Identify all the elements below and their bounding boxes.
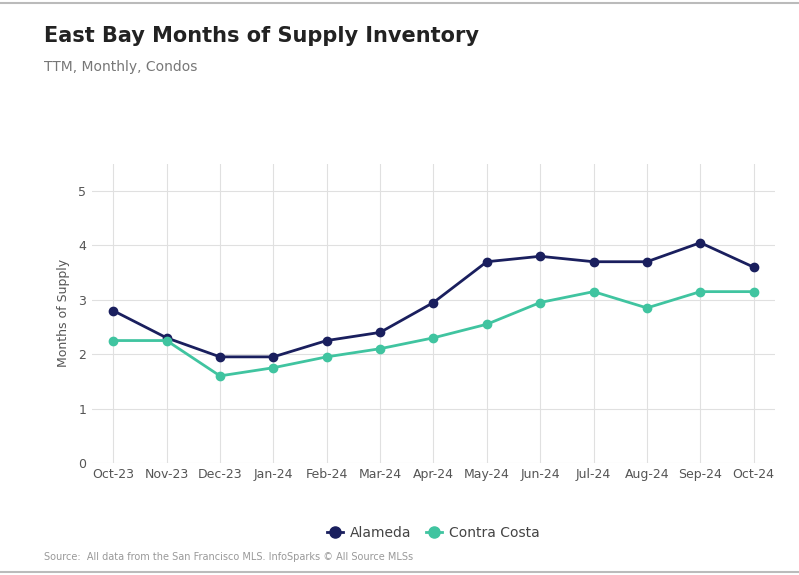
Legend: Alameda, Contra Costa: Alameda, Contra Costa xyxy=(321,520,546,546)
Text: Source:  All data from the San Francisco MLS. InfoSparks © All Source MLSs: Source: All data from the San Francisco … xyxy=(44,553,413,562)
Text: East Bay Months of Supply Inventory: East Bay Months of Supply Inventory xyxy=(44,26,479,46)
Text: TTM, Monthly, Condos: TTM, Monthly, Condos xyxy=(44,60,197,74)
Y-axis label: Months of Supply: Months of Supply xyxy=(57,259,70,367)
